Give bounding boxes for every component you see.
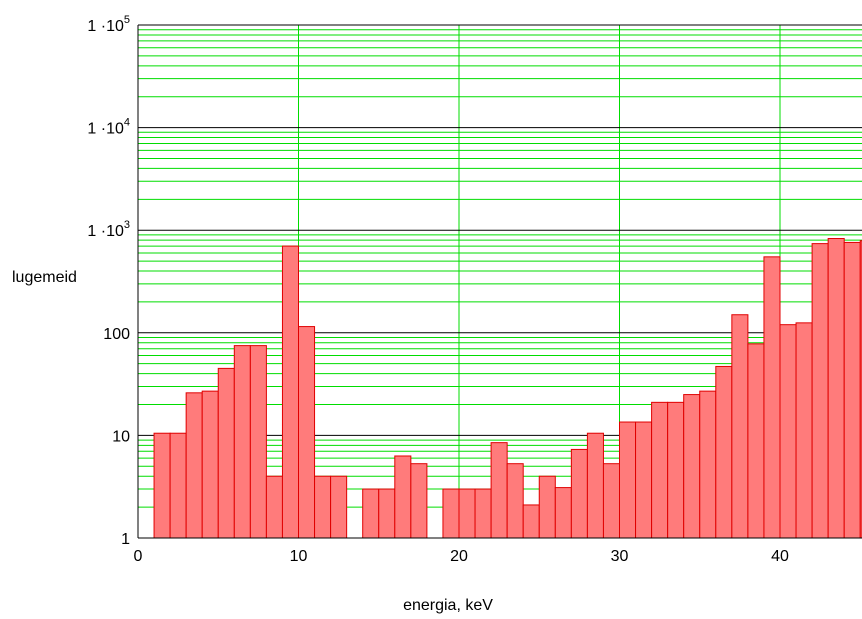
bar (667, 401, 685, 539)
y-tick-label: 1 ·104 (87, 117, 130, 138)
y-tick-label: 100 (103, 326, 130, 343)
bar (811, 243, 829, 539)
bar (554, 487, 572, 539)
y-tick-label: 10 (112, 428, 130, 445)
bar (458, 488, 476, 539)
y-axis-title: lugemeid (12, 269, 77, 286)
bar (683, 394, 701, 539)
bar (795, 322, 813, 539)
y-tick-label: 1 ·103 (87, 219, 130, 240)
y-tick-labels: 1 ·105 1 ·104 1 ·103 100 10 1 (87, 14, 130, 548)
bar (522, 504, 540, 539)
bar (378, 488, 396, 539)
y-tick-label: 1 (121, 531, 130, 548)
x-tick-label: 20 (450, 548, 468, 565)
bar (779, 324, 797, 539)
bar (490, 442, 508, 539)
bar (233, 345, 251, 539)
bar (185, 392, 203, 539)
x-tick-labels: 0 10 20 30 40 (134, 548, 789, 565)
bar (442, 488, 460, 539)
bar (330, 475, 348, 539)
bar (298, 326, 316, 539)
bar (410, 463, 428, 539)
bar (394, 455, 412, 539)
bar (602, 463, 621, 539)
bar (619, 421, 637, 539)
bar (249, 345, 267, 539)
bar (538, 475, 556, 539)
bar (362, 488, 380, 539)
bar (153, 432, 171, 539)
bar (474, 488, 492, 539)
x-tick-label: 10 (290, 548, 308, 565)
bars-group (153, 238, 862, 539)
bar (715, 365, 733, 539)
bar (314, 475, 332, 539)
bar (586, 432, 604, 539)
bar (747, 343, 765, 539)
bar (827, 238, 845, 539)
x-axis-title: energia, keV (403, 597, 493, 614)
bar (763, 256, 781, 539)
x-tick-label: 40 (771, 548, 789, 565)
bar (169, 432, 187, 539)
bar (217, 367, 235, 539)
bar (570, 448, 588, 539)
bar (506, 463, 524, 539)
axes (137, 25, 862, 539)
y-tick-label: 1 ·105 (87, 14, 130, 35)
bar (201, 390, 219, 539)
bar (635, 421, 653, 539)
bar (843, 241, 861, 539)
x-tick-label: 30 (611, 548, 629, 565)
bar (651, 401, 669, 539)
bar (281, 245, 300, 539)
x-tick-label: 0 (134, 548, 143, 565)
bar (731, 314, 749, 539)
bar (699, 390, 717, 539)
bar (265, 475, 283, 539)
